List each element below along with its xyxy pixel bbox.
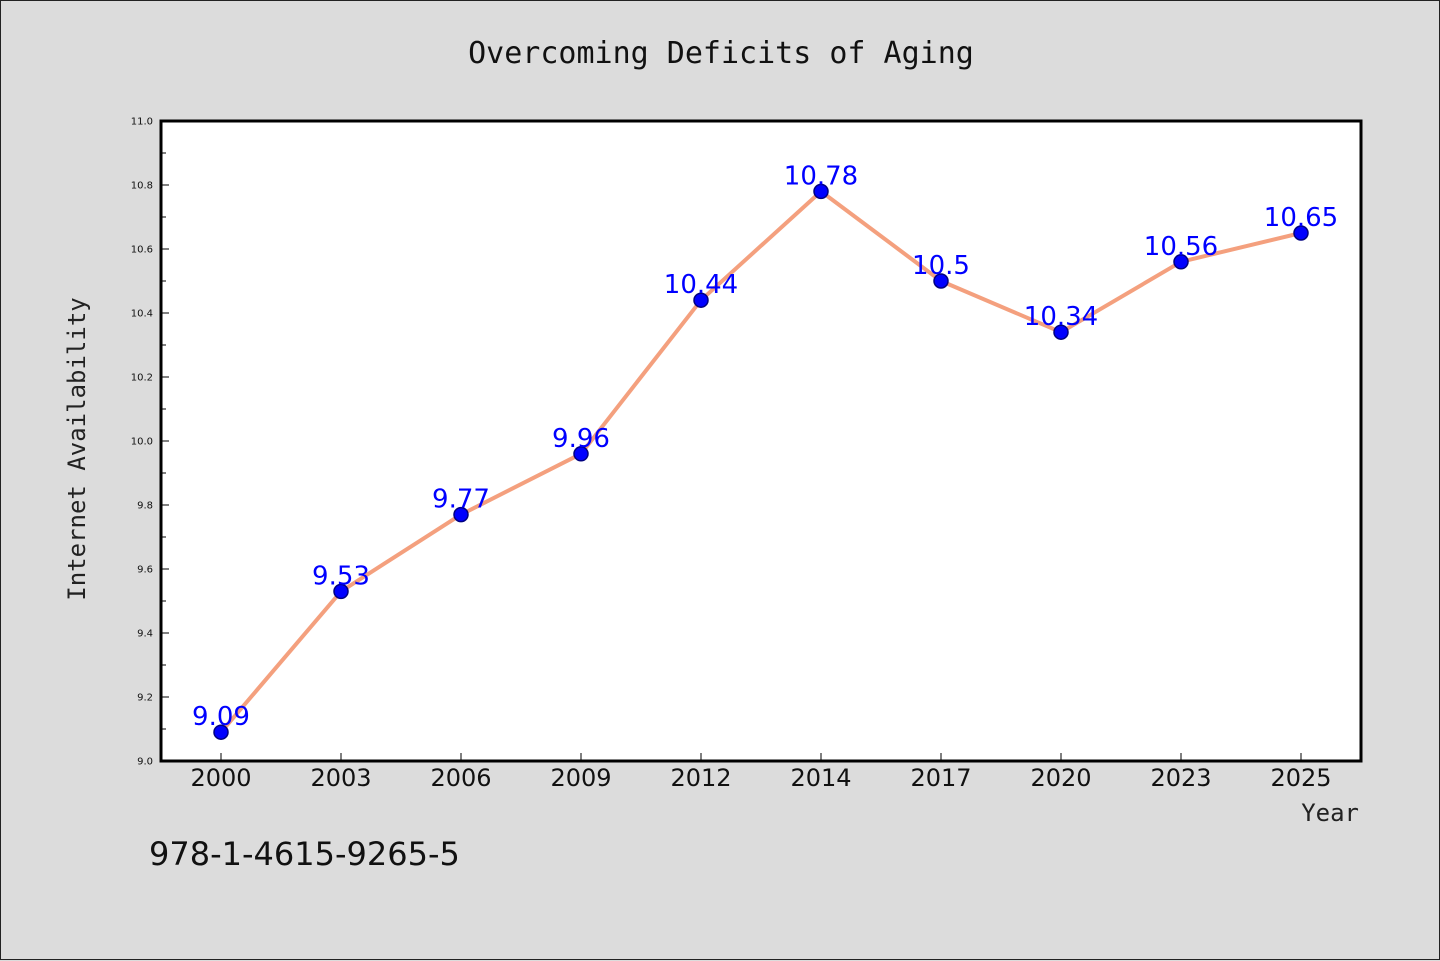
data-label: 10.44 (664, 270, 738, 300)
y-tick-label: 10.6 (131, 245, 153, 256)
x-tick-label: 2025 (1270, 764, 1331, 792)
data-label: 10.56 (1144, 232, 1218, 262)
data-label: 9.53 (312, 561, 370, 591)
y-tick-label: 9.8 (137, 501, 153, 512)
y-tick-label: 9.0 (137, 757, 153, 768)
x-tick-label: 2000 (190, 764, 251, 792)
data-point (333, 583, 349, 600)
y-tick-label: 10.0 (131, 437, 153, 448)
y-tick-label: 10.4 (131, 309, 153, 320)
x-tick-label: 2012 (670, 764, 731, 792)
data-point (1053, 324, 1069, 340)
x-tick-label: 2023 (1150, 764, 1211, 792)
y-tick-label: 10.2 (131, 373, 153, 384)
data-point (813, 183, 829, 200)
x-axis-label: Year (1301, 799, 1359, 827)
data-label: 9.96 (552, 424, 610, 454)
y-tick-label: 11.0 (131, 117, 153, 128)
x-axis: 2000 2003 2006 2009 2012 2014 2017 2020 2023 2025 (190, 753, 1332, 792)
data-label: 9.77 (432, 485, 490, 515)
y-tick-label: 10.8 (131, 181, 153, 192)
data-point (1173, 254, 1189, 270)
x-tick-label: 2020 (1030, 764, 1091, 792)
x-tick-label: 2003 (310, 764, 371, 792)
data-label: 10.65 (1264, 203, 1338, 233)
data-label: 10.34 (1024, 302, 1098, 332)
data-labels: 9.09 9.53 9.77 9.96 10.44 10.78 10.5 10.34 10.56… (192, 161, 1338, 732)
y-tick-label: 9.6 (137, 565, 153, 576)
x-tick-label: 2017 (910, 764, 971, 792)
y-axis: 9.0 9.2 9.4 9.6 9.8 10.0 10.2 10.4 10.6 10.8 11.0 (131, 117, 169, 768)
data-label: 9.09 (192, 702, 250, 732)
x-tick-label: 2006 (430, 764, 491, 792)
y-tick-label: 9.4 (137, 629, 153, 640)
x-tick-label: 2014 (790, 764, 851, 792)
chart-title: Overcoming Deficits of Aging (468, 36, 974, 71)
data-point (933, 273, 949, 289)
y-tick-label: 9.2 (137, 693, 153, 704)
data-markers (213, 183, 1309, 740)
data-label: 10.5 (912, 251, 970, 281)
data-label: 10.78 (784, 161, 858, 191)
y-axis-label: Internet Availability (63, 297, 91, 600)
series-line (219, 189, 1302, 734)
isbn-annotation: 978-1-4615-9265-5 (149, 835, 460, 873)
data-point (213, 724, 229, 740)
plot-area (159, 119, 1363, 763)
data-point (693, 292, 709, 308)
data-point (573, 446, 589, 462)
data-point (1293, 225, 1309, 241)
data-point (453, 506, 469, 523)
x-tick-label: 2009 (550, 764, 611, 792)
